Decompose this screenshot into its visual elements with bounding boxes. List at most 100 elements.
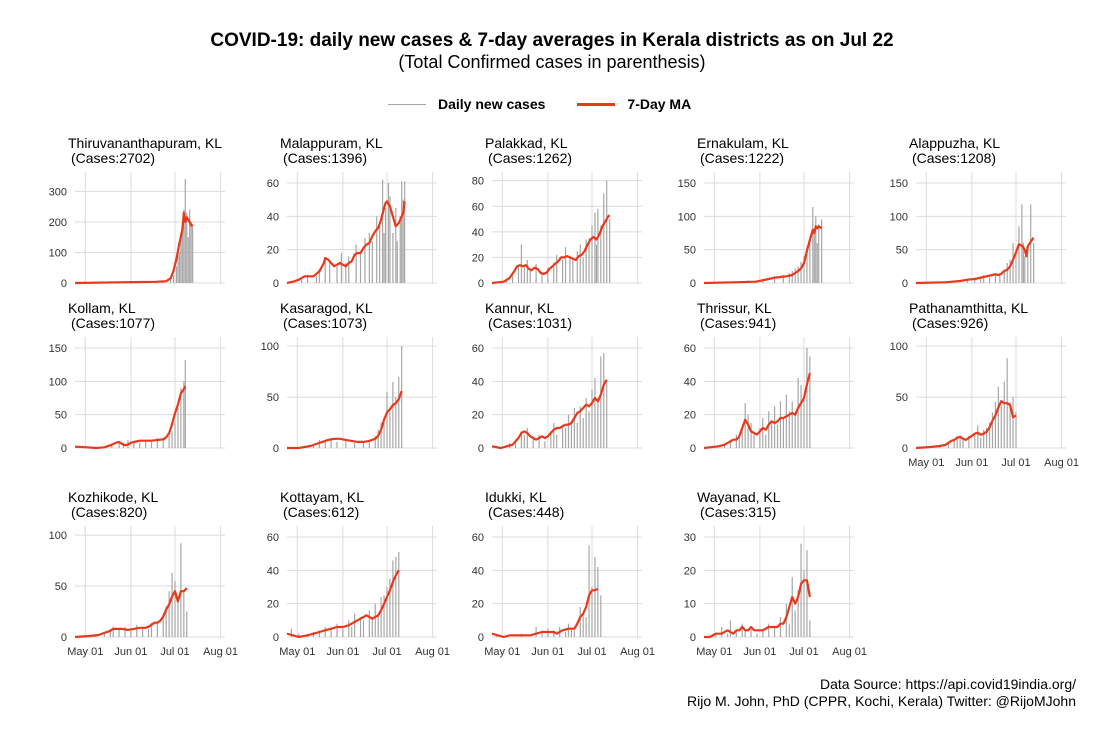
- x-tick-label: May 01: [279, 646, 315, 658]
- chart-title: COVID-19: daily new cases & 7-day averag…: [210, 30, 894, 51]
- y-tick-label: 0: [478, 278, 484, 290]
- y-tick-label: 0: [273, 278, 279, 290]
- y-tick-label: 150: [49, 343, 67, 355]
- y-tick-label: 60: [472, 532, 484, 544]
- ma-line: [491, 379, 608, 450]
- panel-malappuram: Malappuram, KL(Cases:1396) 0 20 40 60: [267, 135, 437, 290]
- panel-title: Palakkad, KL: [485, 135, 568, 151]
- panel-title: Kottayam, KL: [280, 489, 364, 505]
- y-tick-label: 40: [684, 376, 696, 388]
- y-tick-label: 0: [273, 443, 279, 455]
- y-tick-label: 0: [902, 443, 908, 455]
- y-tick-label: 50: [55, 410, 67, 422]
- y-tick-label: 40: [472, 227, 484, 239]
- chart-subtitle: (Total Confirmed cases in parenthesis): [398, 52, 706, 72]
- y-tick-label: 20: [472, 252, 484, 264]
- panel-cases-label: (Cases:612): [283, 504, 359, 520]
- y-tick-label: 50: [896, 392, 908, 404]
- panel-kottayam: Kottayam, KL(Cases:612) 0 20 40 60 May 01 Jun …: [267, 489, 450, 658]
- y-tick-label: 20: [267, 599, 279, 611]
- y-tick-label: 0: [61, 443, 67, 455]
- legend-daily-swatch: [388, 103, 426, 105]
- y-tick-label: 0: [61, 632, 67, 644]
- panel-title: Wayanad, KL: [697, 489, 781, 505]
- y-tick-label: 100: [890, 211, 908, 223]
- panel-thrissur: Thrissur, KL(Cases:941) 0 20 40 60: [684, 300, 854, 455]
- panel-cases-label: (Cases:926): [912, 315, 988, 331]
- x-tick-label: Jul 01: [577, 646, 606, 658]
- y-tick-label: 20: [267, 245, 279, 257]
- ma-line: [703, 225, 823, 285]
- y-tick-label: 40: [472, 376, 484, 388]
- panel-ernakulam: Ernakulam, KL(Cases:1222) 0 50 100 150: [678, 135, 854, 290]
- panel-title: Kozhikode, KL: [68, 489, 158, 505]
- panel-title: Kollam, KL: [68, 300, 136, 316]
- y-tick-label: 0: [273, 632, 279, 644]
- x-tick-label: Jun 01: [955, 457, 988, 469]
- y-tick-label: 100: [678, 211, 696, 223]
- ma-line: [491, 587, 599, 639]
- y-tick-label: 80: [472, 176, 484, 188]
- panel-title: Ernakulam, KL: [697, 135, 789, 151]
- ma-line: [703, 372, 811, 450]
- y-tick-label: 30: [684, 532, 696, 544]
- y-tick-label: 200: [49, 217, 67, 229]
- y-tick-label: 300: [49, 186, 67, 198]
- x-tick-label: May 01: [67, 646, 103, 658]
- panel-alappuzha: Alappuzha, KL(Cases:1208) 0 50 100 150: [890, 135, 1066, 290]
- panel-title: Idukki, KL: [485, 489, 547, 505]
- x-tick-label: Aug 01: [203, 646, 238, 658]
- panel-wayanad: Wayanad, KL(Cases:315) 0 10 20 30 May 01 Jun 0…: [684, 489, 867, 658]
- x-tick-label: Jul 01: [789, 646, 818, 658]
- x-tick-label: Jul 01: [160, 646, 189, 658]
- x-tick-label: Jun 01: [326, 646, 359, 658]
- panel-title: Kannur, KL: [485, 300, 554, 316]
- y-tick-label: 0: [61, 278, 67, 290]
- panel-cases-label: (Cases:1073): [283, 315, 367, 331]
- panel-idukki: Idukki, KL(Cases:448) 0 20 40 60 May 01 Jun 01…: [472, 489, 655, 658]
- panel-cases-label: (Cases:1222): [700, 150, 784, 166]
- ma-line: [74, 385, 187, 450]
- panel-title: Thiruvananthapuram, KL: [68, 135, 222, 151]
- x-tick-label: Jun 01: [743, 646, 776, 658]
- x-tick-label: Aug 01: [620, 646, 655, 658]
- x-tick-label: Aug 01: [1044, 457, 1079, 469]
- x-tick-label: Jun 01: [114, 646, 147, 658]
- panel-title: Kasaragod, KL: [280, 300, 373, 316]
- panel-kasaragod: Kasaragod, KL(Cases:1073) 0 50 100: [261, 300, 437, 455]
- ma-line: [286, 569, 400, 639]
- y-tick-label: 0: [690, 278, 696, 290]
- legend-ma-label: 7-Day MA: [627, 96, 692, 112]
- panel-cases-label: (Cases:1077): [71, 315, 155, 331]
- y-tick-label: 60: [472, 201, 484, 213]
- ma-line: [915, 400, 1017, 450]
- y-tick-label: 60: [684, 343, 696, 355]
- panel-thiruvananthapuram: Thiruvananthapuram, KL(Cases:2702) 0 100 20…: [49, 135, 225, 290]
- y-tick-label: 0: [902, 278, 908, 290]
- panel-cases-label: (Cases:315): [700, 504, 776, 520]
- y-tick-label: 40: [472, 565, 484, 577]
- ma-line: [74, 211, 194, 285]
- y-tick-label: 20: [684, 410, 696, 422]
- panel-cases-label: (Cases:1262): [488, 150, 572, 166]
- panel-title: Malappuram, KL: [280, 135, 383, 151]
- y-tick-label: 50: [896, 245, 908, 257]
- x-tick-label: May 01: [696, 646, 732, 658]
- ma-line: [704, 579, 811, 639]
- data-source: Data Source: https://api.covid19india.or…: [687, 676, 1076, 710]
- x-tick-label: May 01: [908, 457, 944, 469]
- ma-line: [287, 390, 403, 450]
- y-tick-label: 150: [678, 178, 696, 190]
- ma-line: [74, 587, 188, 639]
- legend-ma-swatch: [577, 102, 616, 106]
- panel-cases-label: (Cases:1031): [488, 315, 572, 331]
- y-tick-label: 100: [261, 341, 279, 353]
- author-line: Rijo M. John, PhD (CPPR, Kochi, Kerala) …: [687, 693, 1076, 709]
- y-tick-label: 0: [478, 632, 484, 644]
- y-tick-label: 40: [267, 211, 279, 223]
- x-tick-label: Jun 01: [531, 646, 564, 658]
- y-tick-label: 0: [478, 443, 484, 455]
- y-tick-label: 20: [472, 410, 484, 422]
- panel-pathanamthitta: Pathanamthitta, KL(Cases:926) 0 50 100 May 0…: [890, 300, 1079, 469]
